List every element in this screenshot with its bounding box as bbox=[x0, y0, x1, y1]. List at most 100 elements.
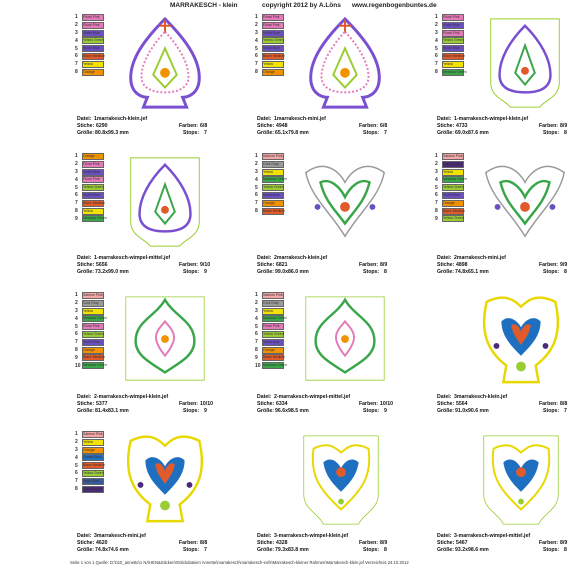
info-value: 10/10 bbox=[380, 401, 393, 407]
thread-swatch: Violet Blue bbox=[442, 192, 464, 199]
thread-number: 5 bbox=[75, 45, 78, 52]
thread-row: 6 Violet Blue bbox=[435, 192, 464, 199]
embroidery-shape bbox=[511, 324, 531, 345]
thread-swatch: Yellow bbox=[82, 307, 104, 315]
thread-row: 5 Violet Blue bbox=[75, 45, 104, 53]
thread-swatch: Yellow bbox=[442, 168, 464, 176]
info-label: Datei: bbox=[437, 116, 452, 122]
embroidery-design bbox=[482, 296, 560, 384]
thread-number: 3 bbox=[255, 169, 258, 176]
info-label: Datei: bbox=[437, 255, 452, 261]
info-value: 5467 bbox=[456, 540, 468, 546]
thread-swatch: Yellow Green bbox=[82, 470, 104, 477]
thread-number: 5 bbox=[75, 462, 78, 469]
thread-row: 4 Ocean Blue bbox=[75, 454, 104, 462]
title: MARRAKESCH - klein bbox=[170, 2, 238, 9]
embroidery-shape bbox=[305, 296, 385, 381]
thread-swatch: Salmon Pink bbox=[442, 153, 464, 160]
info-label: Größe: bbox=[257, 269, 275, 275]
footer: Seite 1 von 1 Quelle: D:\010_annette\1 N… bbox=[70, 560, 409, 565]
thread-row: 3 Yellow bbox=[255, 307, 284, 315]
thread-number: 1 bbox=[435, 153, 438, 160]
thread-number: 6 bbox=[255, 53, 258, 60]
info-label: Datei: bbox=[257, 255, 272, 261]
info-value: 8 bbox=[564, 547, 567, 553]
thread-number: 6 bbox=[435, 192, 438, 199]
thread-number: 2 bbox=[75, 300, 78, 307]
thread-swatch: Orange bbox=[82, 346, 104, 354]
embroidery-shape bbox=[309, 16, 381, 109]
info-value: 8 bbox=[384, 547, 387, 553]
thread-row: 3 Violet Blue bbox=[255, 29, 284, 37]
embroidery-shape bbox=[494, 203, 501, 210]
thread-swatch: Blaze Medium bbox=[82, 354, 106, 362]
thread-row: 2 Cool Gray bbox=[255, 299, 284, 307]
info-value: 2marrakesch-mini.jef bbox=[454, 255, 506, 261]
info-label: Stops: bbox=[183, 547, 200, 553]
thread-row: 8 Blaze Medium bbox=[255, 207, 285, 215]
thread-number: 4 bbox=[75, 37, 78, 44]
embroidery-shape bbox=[129, 16, 201, 109]
thread-row: 4 Yellow Green bbox=[435, 37, 464, 45]
copyright: copyright 2012 by A.Löns bbox=[262, 2, 341, 9]
thread-swatch: Floral Pink bbox=[82, 323, 104, 331]
thread-number: 7 bbox=[435, 200, 438, 207]
info-label: Datei: bbox=[77, 255, 92, 261]
thread-number: 1 bbox=[255, 292, 258, 299]
thread-number: 4 bbox=[75, 315, 78, 322]
thread-number: 4 bbox=[435, 176, 438, 183]
info-value: 93.2x98.6 mm bbox=[455, 547, 489, 553]
thread-number: 10 bbox=[75, 362, 81, 369]
info-value: 8/9 bbox=[560, 123, 568, 129]
thread-number: 3 bbox=[255, 30, 258, 37]
info-label: Datei: bbox=[77, 533, 92, 539]
embroidery-design bbox=[490, 18, 560, 108]
embroidery-shape bbox=[341, 335, 349, 343]
info-label: Farben: bbox=[179, 540, 199, 546]
info-label: Stiche: bbox=[437, 262, 455, 268]
thread-number: 4 bbox=[75, 454, 78, 461]
embroidery-design bbox=[484, 165, 566, 238]
thread-number: 7 bbox=[255, 200, 258, 207]
design-cell: 1 Salmon Pink 2 Yellow 3 Orange 4 Ocean Blue 5 Bl… bbox=[75, 429, 255, 567]
thread-row: 9 Yellow Green bbox=[435, 215, 464, 223]
info-value: 6/8 bbox=[380, 123, 388, 129]
info-label: Stops: bbox=[363, 269, 380, 275]
info-label: Farben: bbox=[359, 540, 379, 546]
thread-swatch: Blaze Medium bbox=[262, 53, 286, 60]
thread-row: 4 Meadow Green bbox=[255, 176, 287, 184]
thread-swatch: Slate Blue bbox=[82, 477, 104, 485]
info-label: Größe: bbox=[437, 408, 455, 414]
thread-number: 4 bbox=[255, 315, 258, 322]
thread-row: 10 Meadow Green bbox=[255, 362, 287, 370]
info-value: 8/8 bbox=[560, 401, 568, 407]
thread-number: 3 bbox=[255, 308, 258, 315]
thread-row: 8 Orange bbox=[255, 68, 284, 76]
embroidery-shape bbox=[155, 463, 175, 484]
thread-row: 2 Floral Pink bbox=[255, 21, 284, 29]
embroidery-shape bbox=[314, 297, 376, 374]
info-label: Stops: bbox=[183, 408, 200, 414]
thread-swatch: Yellow Green bbox=[82, 184, 104, 192]
thread-row: 5 Yellow Green bbox=[255, 184, 284, 192]
thread-swatch: Floral Pink bbox=[262, 323, 284, 331]
thread-swatch: Violet Blue bbox=[262, 29, 284, 37]
info-value: 73.2x99.0 mm bbox=[95, 269, 129, 275]
thread-number: 5 bbox=[255, 45, 258, 52]
thread-swatch: Meadow Green bbox=[262, 176, 287, 184]
thread-swatch: Violet Blue bbox=[82, 192, 104, 199]
embroidery-shape bbox=[134, 297, 196, 374]
embroidery-shape bbox=[138, 163, 192, 233]
info-label: Größe: bbox=[257, 547, 275, 553]
thread-swatch: Meadow Green bbox=[82, 215, 107, 223]
design-cell: 1 Salmon Pink 2 Cool Gray 3 Yellow 4 Meadow Gre… bbox=[255, 290, 435, 428]
thread-row: 5 Violet Blue bbox=[255, 45, 284, 53]
info-label: Stops: bbox=[543, 269, 560, 275]
info-value: 4733 bbox=[456, 123, 468, 129]
thread-row: 4 Meadow Green bbox=[255, 315, 287, 323]
info-value: 4948 bbox=[276, 123, 288, 129]
info-label: Farben: bbox=[179, 262, 199, 268]
embroidery-shape bbox=[126, 435, 204, 523]
thread-row: 6 Yellow Green bbox=[255, 331, 284, 338]
